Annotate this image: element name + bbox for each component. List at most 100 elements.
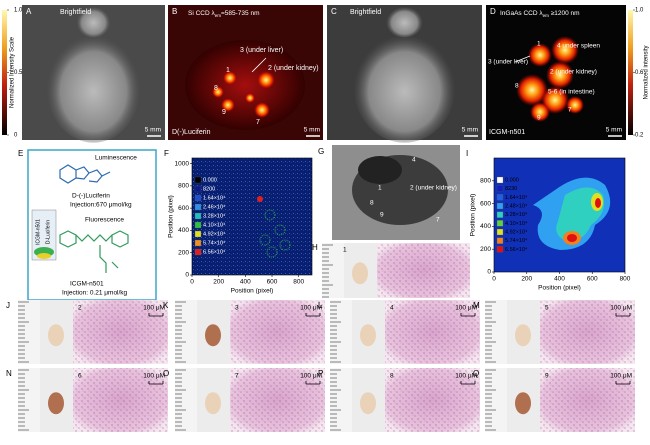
contour — [595, 198, 601, 208]
specimen — [360, 324, 376, 347]
inset-label: D-Luciferin — [45, 220, 51, 244]
histology-texture — [73, 368, 168, 432]
legend-label: 8200 — [203, 186, 215, 192]
scale-label: 100 μM — [143, 373, 165, 380]
panel-letter: C — [331, 7, 337, 16]
specimen — [205, 392, 221, 415]
scale-label: 100 μM — [610, 305, 632, 312]
panel-letter: E — [18, 149, 23, 158]
legend-label: 1.64×10⁴ — [505, 194, 528, 201]
tick-label: 1.0 — [14, 8, 23, 14]
tick-label: 1.0 — [635, 8, 644, 14]
text: Injection:670 μmol/kg — [70, 202, 132, 209]
annotation: 4 — [412, 157, 416, 164]
contour — [567, 234, 577, 242]
probe-structure — [59, 230, 129, 273]
histology-texture — [230, 300, 325, 364]
legend-label: 6.56×10⁴ — [505, 246, 528, 253]
organ-number: 3 — [235, 305, 239, 312]
panel-letter: J — [6, 301, 10, 310]
scale-label: 100 μM — [610, 373, 632, 380]
label-part: ≥1200 nm — [549, 10, 580, 17]
signal-spot — [245, 93, 255, 103]
ruler — [330, 300, 352, 364]
vial-fluid — [37, 253, 51, 259]
legend-swatch — [194, 239, 202, 247]
annotation: 8 — [214, 85, 218, 92]
tick-label: 600 — [480, 200, 491, 207]
faint-spot — [264, 209, 276, 221]
mouse-body — [46, 29, 141, 143]
legend-swatch — [496, 185, 504, 192]
annotation: 3 (under liver) — [240, 47, 283, 54]
organ-number: 4 — [390, 305, 394, 312]
ruler — [18, 368, 40, 432]
scale-label: 100 μM — [455, 305, 477, 312]
legend-label: 5.74×10⁴ — [505, 237, 528, 244]
signal-spot — [528, 43, 552, 67]
panel-label: Si CCD λem=585-735 nm — [188, 10, 260, 18]
signal-spot — [530, 102, 550, 122]
specimen — [515, 392, 531, 415]
legend-label: 2.48×10⁴ — [505, 202, 528, 209]
histology-texture — [230, 368, 325, 432]
luciferin-structure — [59, 164, 111, 184]
signal-spot — [551, 36, 579, 64]
panel-letter: L — [318, 301, 323, 310]
panel-letter: M — [473, 301, 480, 310]
panel-letter: D — [490, 7, 496, 16]
tick-label: 400 — [240, 279, 251, 286]
signal-spot — [221, 98, 235, 112]
label-part: =585-735 nm — [221, 10, 260, 17]
y-axis-label: Position (pixel) — [168, 195, 175, 238]
scale-bar — [305, 313, 321, 317]
tick-label: 0 — [14, 133, 18, 139]
tick-label: 0 — [492, 276, 496, 283]
scale-label: 100 μM — [300, 373, 322, 380]
scale-bar — [148, 313, 164, 317]
scale-label: 100 μM — [455, 373, 477, 380]
specimen — [352, 262, 368, 285]
text: Luminescence — [95, 155, 137, 162]
scale-label: 5 mm — [462, 127, 478, 134]
annotation: 2 (under kidney) — [268, 65, 319, 72]
hotspot — [257, 196, 263, 202]
signal-spot — [212, 86, 224, 98]
annotation: 1 — [378, 185, 382, 192]
annotation: 3 (under liver) — [488, 59, 528, 66]
x-axis-label: Position (pixel) — [538, 285, 581, 292]
colorbar — [628, 10, 633, 135]
annotation: 2 (under kidney) — [410, 185, 457, 192]
scale-bar — [460, 313, 476, 317]
legend-label: 4.10×10⁴ — [203, 221, 226, 228]
y-axis-label: Position (pixel) — [470, 194, 477, 237]
legend-swatch — [496, 246, 504, 253]
organ-number: 6 — [78, 373, 82, 380]
panel-letter: F — [164, 149, 169, 158]
annotation: 5-6 (in intestine) — [548, 89, 595, 96]
histology-texture — [377, 243, 470, 298]
annotation: 7 — [256, 119, 260, 126]
tick-label: 0 — [185, 272, 189, 279]
legend-swatch — [496, 202, 504, 210]
annotation: 9 — [222, 109, 226, 116]
histology-texture — [73, 300, 168, 364]
histology-texture — [540, 368, 635, 432]
annotation: 7 — [436, 217, 440, 224]
legend-label: 4.92×10⁴ — [203, 230, 226, 237]
scale-bar — [615, 381, 631, 385]
annotation: 1 — [226, 67, 230, 74]
colorbar-title: Normalized Intensity Scale — [10, 36, 16, 108]
tick-label: 0 — [487, 269, 491, 276]
label-part: em — [215, 13, 222, 18]
tick-label: 800 — [178, 183, 189, 190]
panel-letter: O — [163, 369, 169, 378]
tick-label: 0 — [190, 279, 194, 286]
panel-label: InGaAs CCD λem ≥1200 nm — [500, 10, 580, 18]
ruler — [485, 368, 507, 432]
scale-label: 5 mm — [145, 127, 161, 134]
panel-letter: H — [312, 243, 318, 252]
legend-label: 2.46×10⁴ — [203, 203, 226, 210]
inset-label: ICGM-n501 — [35, 219, 41, 245]
tick-label: 800 — [293, 279, 304, 286]
